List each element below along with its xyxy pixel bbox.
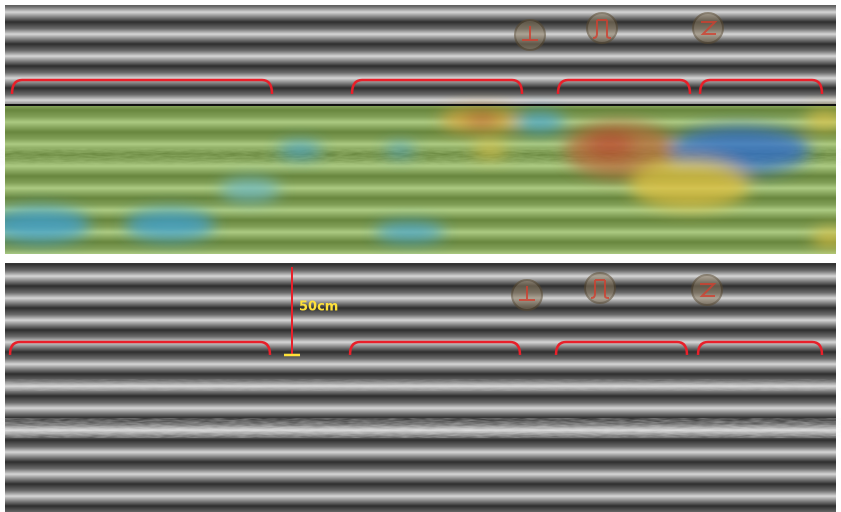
radargram-figure: 50cm bbox=[0, 0, 841, 512]
depth-label: 50cm bbox=[299, 300, 338, 315]
bottom-panel: 50cm bbox=[5, 263, 836, 512]
page: 50cm (() => { const data = JSON.parse(do… bbox=[0, 0, 841, 512]
top-panel bbox=[0, 5, 841, 254]
amplitude-overlay bbox=[0, 106, 841, 254]
